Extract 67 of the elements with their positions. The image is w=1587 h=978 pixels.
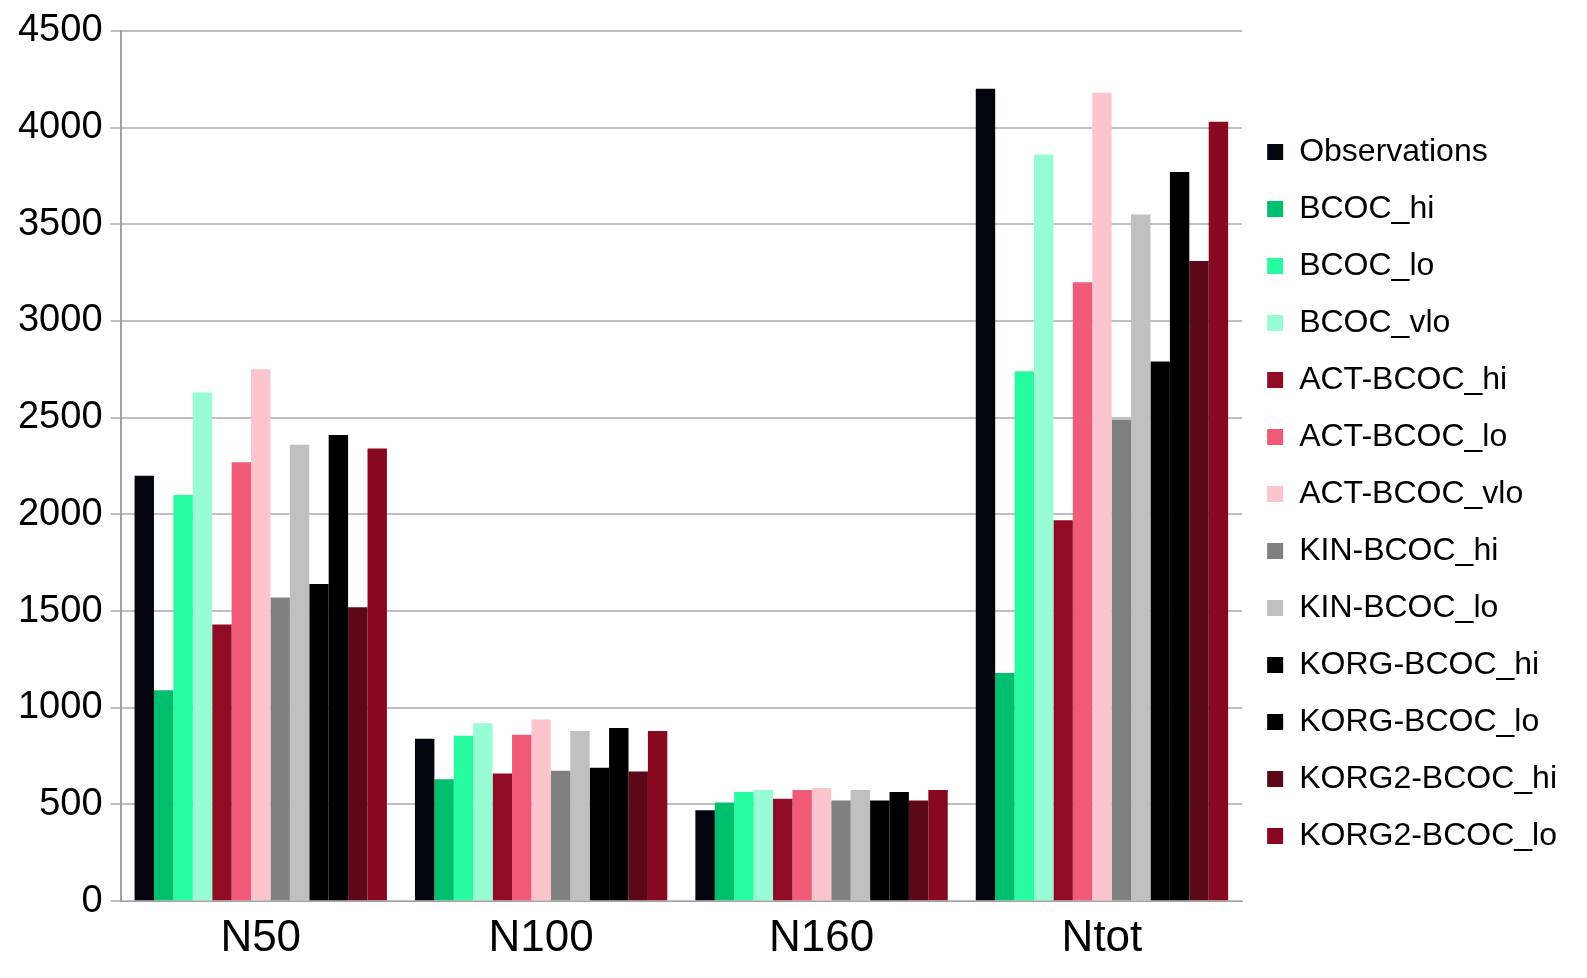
x-tick-label: N100 [488,910,594,960]
bar [414,738,435,901]
y-tick-label: 3500 [17,200,103,243]
bar [1053,520,1073,901]
bar [231,462,252,901]
y-tick-label: 1000 [17,684,103,727]
bar [192,392,213,901]
bar [628,771,648,901]
bar [1092,92,1112,901]
bar [753,789,774,901]
bar [647,730,668,901]
bar [792,789,812,901]
bar [453,735,474,901]
bar [531,719,551,901]
bar [512,734,532,901]
legend-label: BCOC_hi [1299,188,1435,225]
legend-label: KORG2-BCOC_hi [1299,758,1557,795]
y-tick-label: 3000 [17,297,103,340]
bar [367,448,387,901]
bar [134,475,154,901]
legend-label: BCOC_vlo [1299,302,1451,339]
legend-label: ACT-BCOC_vlo [1299,473,1524,510]
legend-label: KIN-BCOC_lo [1299,587,1499,624]
y-tick-label: 0 [81,877,103,920]
bar [831,800,851,901]
bar [212,624,232,901]
x-tick-label: Ntot [1061,910,1143,960]
legend-label: BCOC_lo [1299,245,1435,282]
bar [473,723,493,901]
legend-label: KORG2-BCOC_lo [1299,815,1557,852]
bar [251,369,271,901]
bar [153,690,174,901]
bar [1014,371,1035,901]
y-tick-label: 2500 [17,394,103,437]
legend-label: KIN-BCOC_hi [1299,530,1499,567]
bar [492,773,513,901]
bar [434,779,454,901]
bar [734,791,754,901]
bar [1189,260,1209,901]
legend-label: ACT-BCOC_lo [1299,416,1508,453]
bar [1111,419,1132,901]
bar [550,770,571,901]
bar [995,672,1015,901]
bar [928,789,948,901]
y-tick-label: 4500 [17,7,103,50]
bar [1208,121,1229,901]
y-tick-label: 2000 [17,490,103,533]
bar [1072,282,1093,901]
y-tick-label: 1500 [17,587,103,630]
bar [270,597,290,901]
y-tick-label: 500 [39,780,103,823]
legend-label: Observations [1299,131,1488,168]
bar [773,798,793,901]
legend-label: KORG-BCOC_hi [1299,644,1540,681]
bar [975,88,996,901]
x-tick-label: N160 [768,910,875,960]
bar [173,495,193,901]
bar [1034,154,1054,901]
x-tick-label: N50 [220,910,302,960]
bar [348,607,368,901]
legend-label: ACT-BCOC_hi [1299,359,1508,396]
bar [714,802,735,901]
bar [811,788,832,901]
bar [908,800,929,901]
bar [695,810,715,901]
y-tick-label: 4000 [17,104,103,146]
legend-label: KORG-BCOC_lo [1299,701,1540,738]
